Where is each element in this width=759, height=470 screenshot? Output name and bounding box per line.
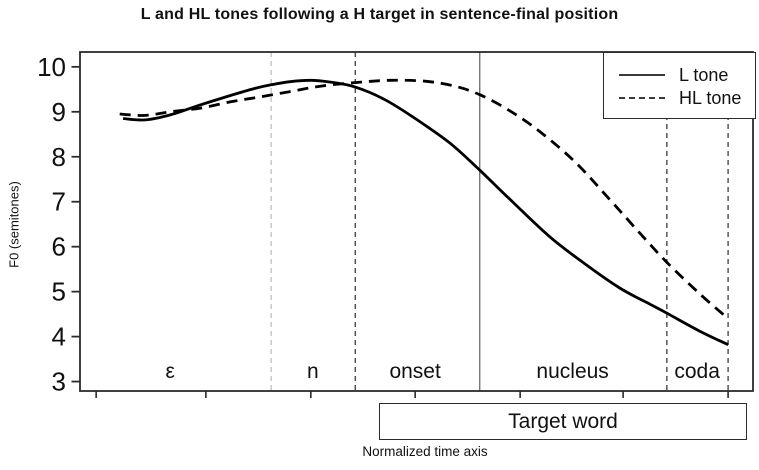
legend: L tone HL tone <box>603 52 756 119</box>
dashed-line-sample-icon <box>619 96 665 99</box>
legend-entry-l-tone: L tone <box>604 63 755 86</box>
y-tick-label: 5 <box>52 277 66 307</box>
target-word-label: Target word <box>508 409 618 433</box>
chart-title: L and HL tones following a H target in s… <box>140 6 619 23</box>
segment-label-onset: onset <box>389 360 441 383</box>
series-curve-dashed <box>119 78 730 320</box>
segment-label-epsilon: ε <box>165 360 175 383</box>
y-tick-label: 8 <box>52 142 66 172</box>
y-tick-label: 7 <box>52 187 66 217</box>
legend-label: HL tone <box>679 87 742 108</box>
legend-label: L tone <box>679 64 729 85</box>
y-tick-label: 9 <box>52 97 66 127</box>
series-curve-solid <box>122 78 729 346</box>
segment-label-nucleus: nucleus <box>536 360 609 383</box>
solid-line-sample-icon <box>619 73 665 76</box>
y-tick-label: 6 <box>52 232 66 262</box>
y-tick-label: 3 <box>52 367 66 397</box>
target-word-box: Target word <box>379 403 747 440</box>
segment-label-n: n <box>307 360 319 383</box>
y-tick-label: 10 <box>37 52 66 82</box>
segment-label-coda: coda <box>674 360 720 383</box>
legend-entry-hl-tone: HL tone <box>604 86 755 109</box>
y-tick-label: 4 <box>52 322 66 352</box>
x-axis-label: Normalized time axis <box>362 444 488 459</box>
plot-border <box>79 51 754 392</box>
